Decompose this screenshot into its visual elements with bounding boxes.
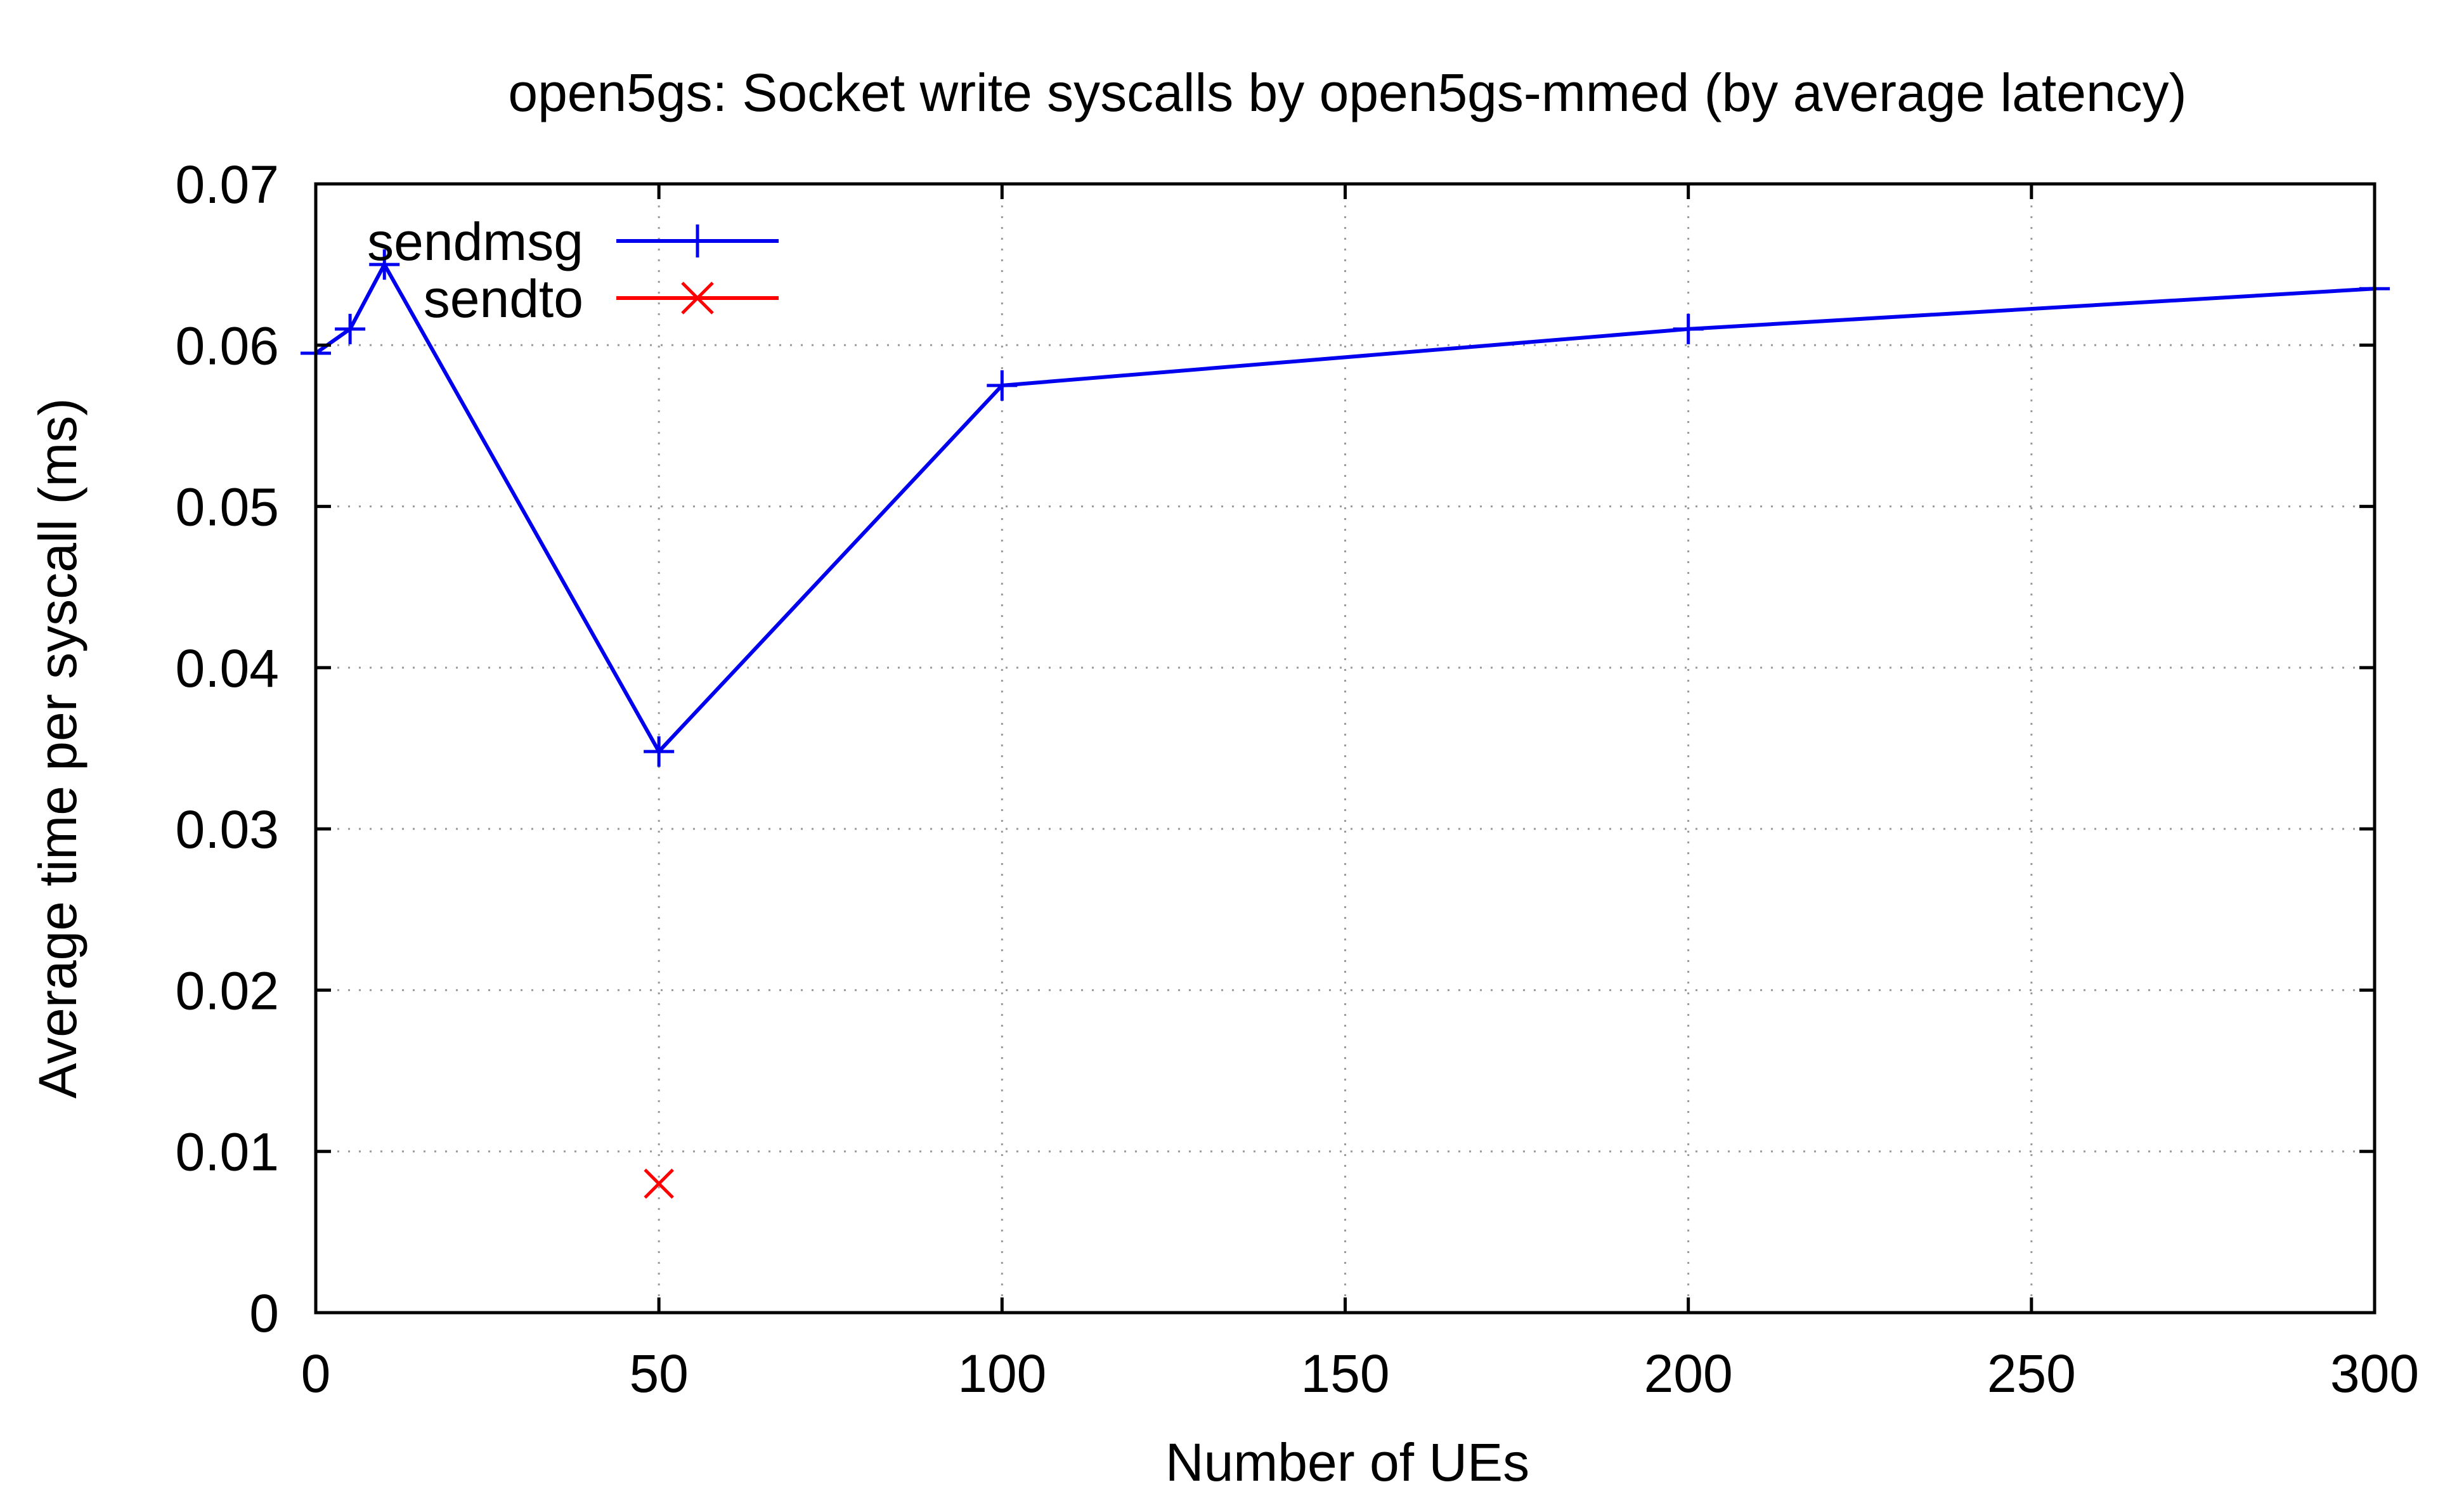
- y-tick-label: 0.01: [176, 1122, 280, 1182]
- series-layer: [301, 249, 2390, 1199]
- tick-labels: 0 50 100 150 200 250 300 0 0.01 0.02 0.03 0.04 0.05 0…: [176, 155, 2420, 1403]
- x-tick-label: 300: [2330, 1344, 2419, 1403]
- y-tick-label: 0.04: [176, 639, 280, 698]
- x-tick-label: 100: [957, 1344, 1046, 1403]
- y-axis-label: Average time per syscall (ms): [28, 398, 88, 1099]
- data-point-sendmsg: [987, 370, 1018, 401]
- data-point-sendto: [644, 1168, 674, 1199]
- x-tick-label: 250: [1987, 1344, 2076, 1403]
- y-tick-label: 0: [249, 1283, 279, 1343]
- x-axis-label: Number of UEs: [1165, 1433, 1529, 1492]
- data-point-sendmsg: [335, 313, 366, 344]
- x-tick-label: 0: [301, 1344, 331, 1403]
- x-tick-label: 150: [1300, 1344, 1389, 1403]
- data-point-sendmsg: [1673, 313, 1704, 344]
- y-tick-label: 0.07: [176, 155, 280, 214]
- legend-marker-sendto: [681, 282, 714, 315]
- tick-marks: [314, 182, 2376, 1315]
- grid-lines: [316, 184, 2375, 1313]
- legend-marker-sendmsg: [681, 224, 714, 257]
- y-tick-label: 0.03: [176, 800, 280, 859]
- y-tick-label: 0.02: [176, 961, 280, 1020]
- data-point-sendto-d2: [644, 1168, 674, 1199]
- data-point-sendmsg: [644, 736, 675, 767]
- y-tick-label: 0.06: [176, 316, 280, 375]
- chart-title: open5gs: Socket write syscalls by open5g…: [508, 63, 2186, 122]
- data-point-sendmsg: [369, 249, 400, 280]
- legend-label-sendto: sendto: [424, 269, 583, 328]
- legend-marker-sendto-d2: [681, 282, 714, 315]
- x-tick-label: 200: [1644, 1344, 1733, 1403]
- x-tick-label: 50: [629, 1344, 688, 1403]
- legend-label-sendmsg: sendmsg: [367, 212, 583, 271]
- y-tick-label: 0.05: [176, 478, 280, 537]
